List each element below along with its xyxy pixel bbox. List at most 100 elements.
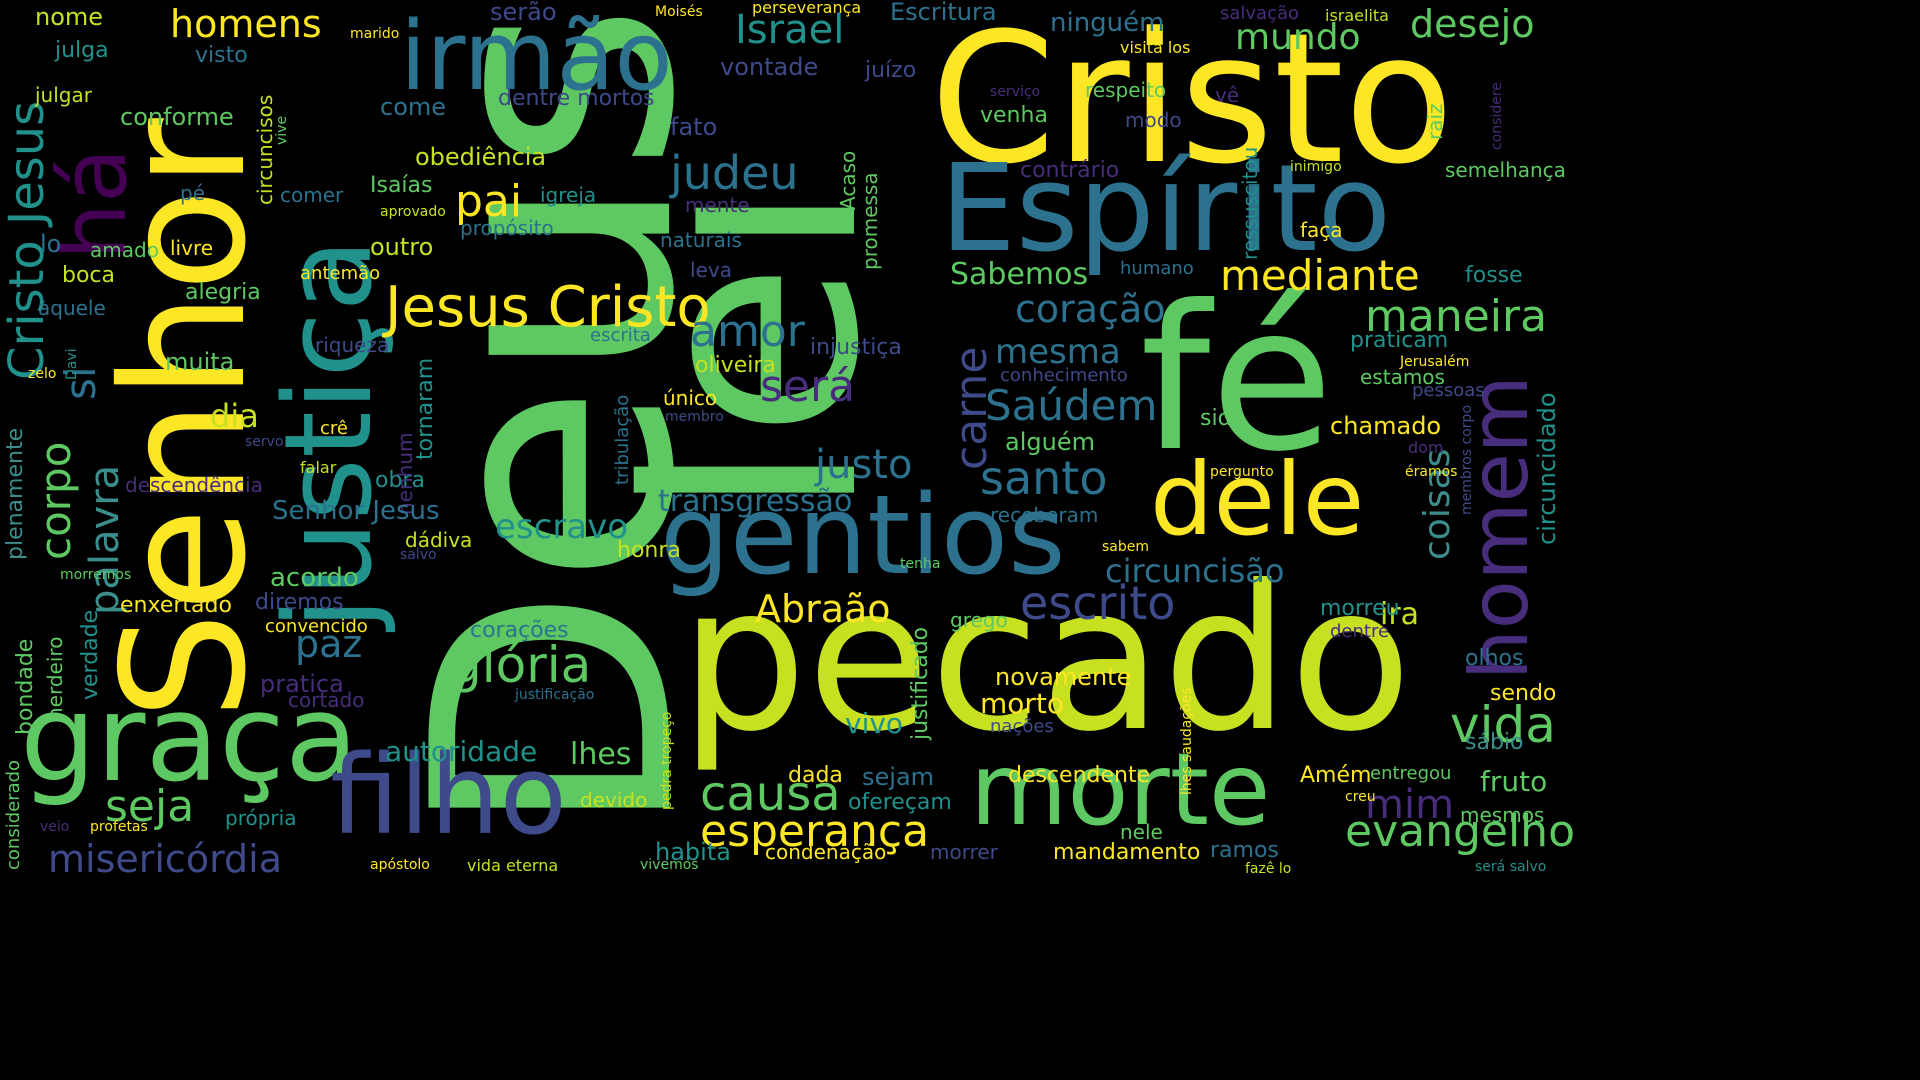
cloud-word: circuncisos [253,94,277,205]
cloud-word: descendência [125,473,263,497]
cloud-word: come [380,93,447,121]
cloud-word: graça [20,670,359,809]
cloud-word: corpo [31,441,80,560]
cloud-word: àquele [38,296,106,320]
cloud-word: seja [105,781,195,832]
cloud-word: lhes [570,737,632,772]
cloud-word: contrário [1020,158,1120,183]
cloud-word: Cristo [930,0,1455,204]
cloud-word: pé [180,181,205,205]
cloud-word: Abraão [755,587,891,631]
cloud-word: filho [330,731,567,859]
cloud-word: coração [1015,287,1166,331]
cloud-word: juízo [865,58,917,83]
cloud-word: semelhança [1445,158,1566,182]
cloud-word: comer [280,183,344,207]
cloud-word: será salvo [1475,859,1547,875]
cloud-word: ninguém [1050,8,1165,38]
cloud-word: julgar [35,83,92,107]
cloud-word: israelita [1325,6,1389,25]
cloud-word: devido [580,788,648,812]
cloud-word: único [663,386,718,410]
cloud-word: esperança [700,806,930,857]
cloud-word: lhes saudações [1179,687,1195,795]
cloud-word: raiz [1423,103,1447,140]
cloud-word: fé [1140,263,1334,496]
cloud-word: riqueza [315,333,390,357]
cloud-word: mesma [995,332,1121,372]
cloud-word: mente [685,193,750,217]
cloud-word: justo [815,442,913,488]
cloud-word: éramos [1405,464,1458,480]
cloud-word: ramos [1210,838,1279,863]
cloud-word: morto [980,687,1065,720]
cloud-word: causa [700,766,841,822]
cloud-word: escravo [495,507,629,547]
cloud-word: injustiça [810,335,902,360]
cloud-word: leva [690,258,732,282]
cloud-word: dentre mortos [498,86,655,111]
cloud-word: sejam [862,763,935,791]
cloud-word: dentre [1330,621,1390,642]
cloud-word: perseverança [752,0,862,17]
cloud-word: amor [690,306,805,357]
cloud-word: serão [490,0,557,26]
cloud-word: acordo [270,563,359,593]
cloud-word: Amém [1300,763,1372,788]
cloud-word: antemão [300,263,381,284]
cloud-word: sabem [1102,539,1150,555]
cloud-word: marido [350,26,400,42]
cloud-word: corações [470,618,569,643]
cloud-word: profetas [90,819,148,835]
cloud-word: outro [370,233,434,261]
cloud-word: circuncidado [1533,392,1561,545]
cloud-word: ofereçam [848,790,952,815]
cloud-word: membros corpo [1459,404,1475,515]
cloud-word: estamos [1360,365,1445,389]
cloud-word: visitá los [1120,38,1191,57]
cloud-word: fazê lo [1245,861,1292,877]
cloud-word: enxertado [120,593,232,618]
cloud-word: amado [90,238,159,262]
cloud-word: dada [788,763,843,788]
cloud-word: plenamente [3,427,28,560]
cloud-word: judeu [670,146,799,200]
cloud-word: venha [980,103,1048,128]
cloud-word: autoridade [385,735,538,768]
cloud-word: Isaías [370,173,433,198]
cloud-word: Saúdem [985,381,1158,430]
cloud-word: misericórdia [48,837,282,881]
cloud-word: muita [165,348,235,376]
cloud-word: mesmos [1460,803,1545,827]
cloud-word: pedra tropeço [659,711,675,810]
cloud-word: Sabemos [950,257,1089,292]
cloud-word: ressuscitou [1238,146,1262,260]
cloud-word: descendente [1008,763,1151,788]
cloud-word: justificado [908,626,933,740]
cloud-word: mim [1365,782,1455,828]
cloud-word: justificação [515,687,595,703]
cloud-word: ira [1380,597,1420,632]
cloud-word: obra [375,468,425,493]
cloud-word: vontade [720,53,819,81]
cloud-word: verdade [78,609,103,700]
cloud-word: dádiva [405,528,473,552]
cloud-word: sendo [1490,681,1557,706]
cloud-word: Espírito [940,140,1391,279]
cloud-word: aprovado [380,204,446,220]
cloud-word: creu [1345,789,1376,805]
cloud-word: grego [950,608,1008,632]
cloud-word: será [760,361,856,412]
cloud-word: sido [1200,406,1245,431]
cloud-word: salvo [400,547,437,563]
cloud-word: naturais [660,228,742,252]
cloud-word: conhecimento [1000,365,1128,386]
cloud-word: circuncisão [1105,552,1285,590]
cloud-word: humano [1120,258,1194,279]
cloud-word: transgressão [658,484,853,519]
cloud-word: vê [1215,83,1240,107]
cloud-word: dia [210,397,259,435]
cloud-word: serviço [990,84,1041,100]
cloud-word: propósito [460,216,554,240]
cloud-word: pratica [260,670,344,698]
